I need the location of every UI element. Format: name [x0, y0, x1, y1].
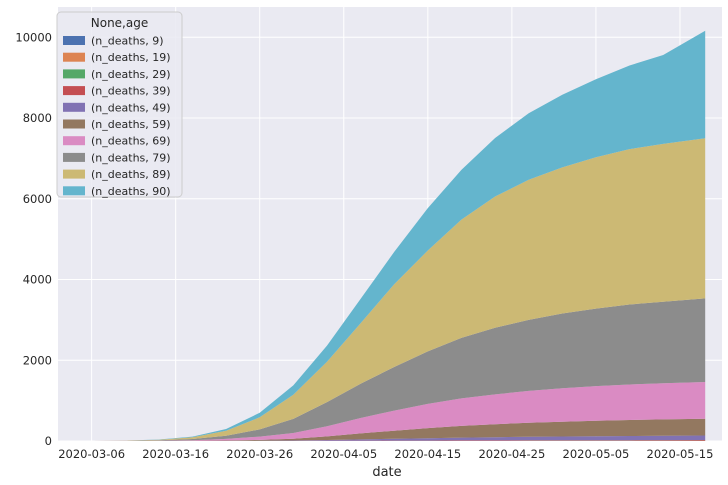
y-tick-label: 6000 — [23, 192, 52, 206]
area-series-8 — [91, 138, 706, 441]
legend-title: None,age — [91, 16, 148, 30]
area-series-6 — [91, 382, 706, 441]
area-series-7 — [91, 298, 706, 441]
y-tick-label: 2000 — [23, 353, 52, 367]
y-tick-label: 10000 — [15, 30, 52, 44]
area-series-9 — [91, 30, 706, 442]
area-series-5 — [91, 418, 706, 441]
legend-label: (n_deaths, 29) — [91, 68, 171, 81]
x-tick-label: 2020-03-06 — [58, 447, 125, 461]
legend-swatch — [63, 186, 85, 196]
legend-swatch — [63, 152, 85, 162]
legend-swatch — [63, 169, 85, 179]
legend-label: (n_deaths, 79) — [91, 151, 171, 164]
legend-swatch — [63, 86, 85, 96]
legend-swatch — [63, 52, 85, 62]
area-series-4 — [91, 435, 706, 441]
legend-swatch — [63, 119, 85, 129]
legend-label: (n_deaths, 90) — [91, 185, 171, 198]
x-tick-label: 2020-05-15 — [647, 447, 714, 461]
legend-label: (n_deaths, 39) — [91, 85, 171, 98]
x-tick-labels: 2020-03-06 2020-03-16 2020-03-26 2020-04-05… — [58, 447, 713, 461]
x-tick-label: 2020-05-05 — [563, 447, 630, 461]
legend-label: (n_deaths, 89) — [91, 168, 171, 181]
legend: None,age (n_deaths, 9) (n_deaths, 19) (n_de… — [56, 11, 183, 198]
x-tick-label: 2020-04-15 — [394, 447, 461, 461]
x-tick-label: 2020-04-05 — [310, 447, 377, 461]
legend-label: (n_deaths, 69) — [91, 135, 171, 148]
legend-box — [56, 11, 183, 198]
x-tick-label: 2020-03-26 — [226, 447, 293, 461]
legend-swatch — [63, 136, 85, 146]
x-tick-label: 2020-04-25 — [478, 447, 545, 461]
legend-label: (n_deaths, 19) — [91, 51, 171, 64]
x-axis-title: date — [372, 465, 401, 480]
y-tick-label: 8000 — [23, 111, 52, 125]
area-series-3 — [91, 440, 706, 441]
legend-label: (n_deaths, 59) — [91, 118, 171, 131]
legend-swatch — [63, 102, 85, 112]
legend-label: (n_deaths, 9) — [91, 35, 164, 48]
area-series-group — [91, 30, 706, 442]
legend-label: (n_deaths, 49) — [91, 101, 171, 114]
y-tick-label: 0 — [45, 434, 52, 448]
y-tick-labels: 0 2000 4000 6000 8000 10000 — [15, 30, 52, 448]
y-tick-label: 4000 — [23, 273, 52, 287]
legend-swatch — [63, 36, 85, 45]
x-tick-label: 2020-03-16 — [142, 447, 209, 461]
legend-swatch — [63, 69, 85, 79]
